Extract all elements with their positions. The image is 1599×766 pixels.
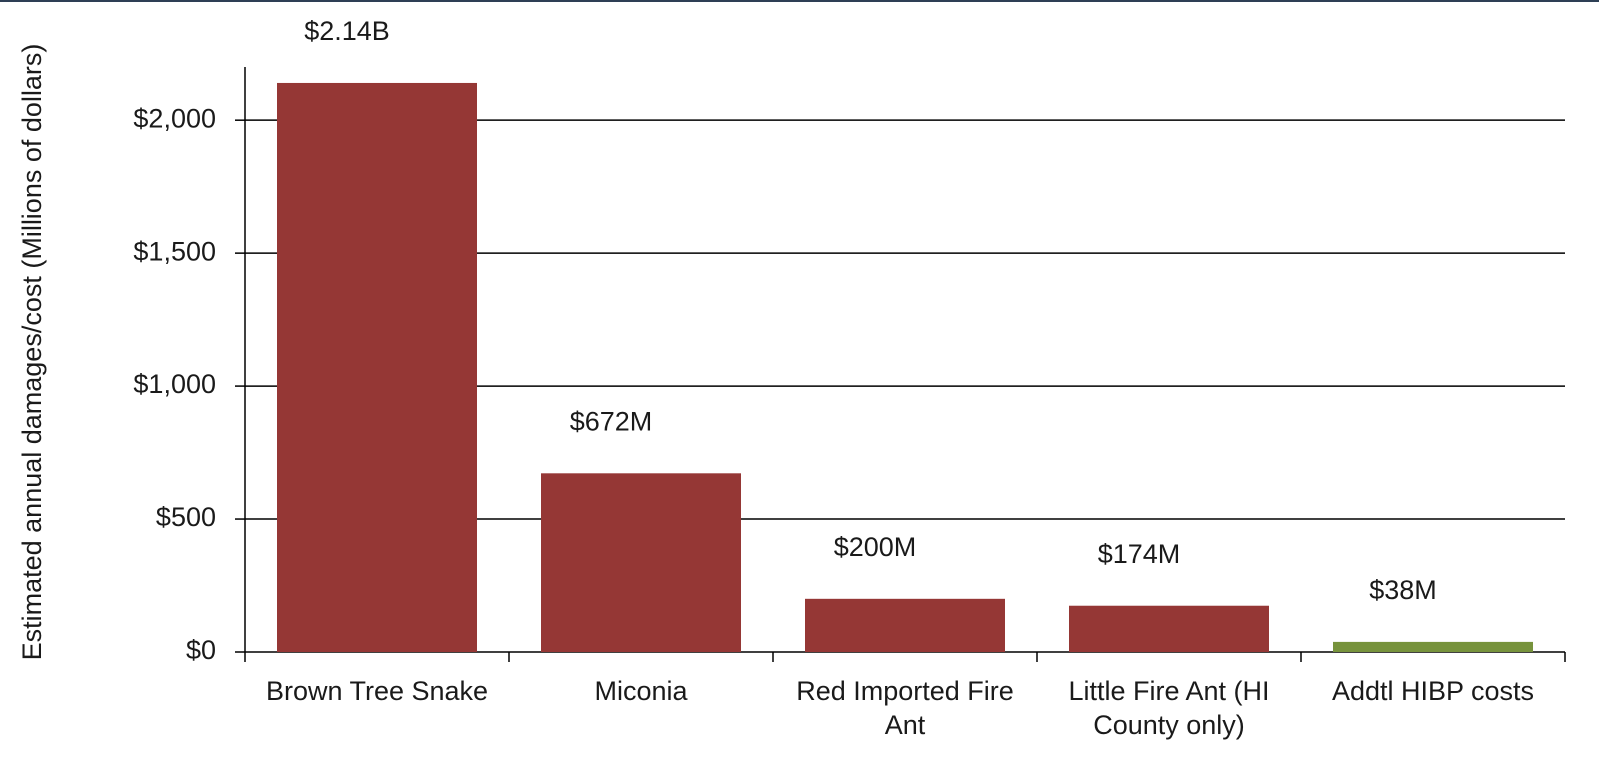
- x-tick-label: Addtl HIBP costs: [1331, 676, 1535, 706]
- bar: [541, 473, 741, 652]
- y-tick-label: $500: [156, 502, 216, 532]
- x-tick-label: Little Fire Ant (HI County only): [1068, 676, 1270, 740]
- value-label: $672M: [570, 406, 653, 436]
- y-tick-label: $1,500: [133, 236, 216, 266]
- y-tick-label: $1,000: [133, 369, 216, 399]
- x-tick-label: Brown Tree Snake: [265, 676, 489, 706]
- y-tick-label: $0: [186, 635, 216, 665]
- value-label: $200M: [834, 532, 917, 562]
- x-tick-label: Red Imported Fire Ant: [796, 676, 1014, 740]
- bar: [277, 82, 477, 653]
- y-axis-label: Estimated annual damages/cost (Millions …: [17, 44, 47, 661]
- bar: [1069, 605, 1269, 652]
- value-label: $38M: [1369, 575, 1437, 605]
- bar: [1333, 641, 1533, 652]
- bar: [805, 598, 1005, 652]
- value-label: $2.14B: [304, 16, 390, 46]
- y-tick-label: $2,000: [133, 103, 216, 133]
- value-label: $174M: [1098, 539, 1181, 569]
- x-tick-label: Miconia: [594, 676, 688, 706]
